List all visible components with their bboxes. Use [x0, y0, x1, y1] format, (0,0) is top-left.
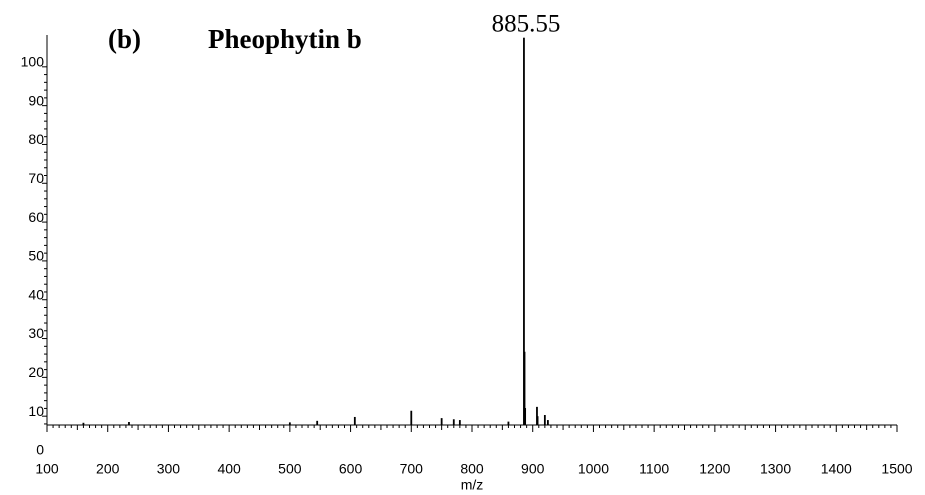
y-tick-label: 40 — [28, 286, 44, 302]
x-tick-label: 1200 — [699, 461, 730, 477]
peak — [128, 422, 130, 425]
x-tick-label: 100 — [35, 461, 59, 477]
y-tick-label: 20 — [28, 364, 44, 380]
x-tick-label: 1100 — [639, 461, 669, 477]
x-tick-label: 900 — [521, 461, 545, 477]
panel-label: (b) — [108, 24, 141, 54]
peak — [440, 418, 443, 425]
peak — [536, 416, 539, 425]
peak — [524, 408, 527, 425]
y-tick-label: 60 — [28, 209, 44, 225]
peak — [353, 416, 356, 425]
x-tick-label: 300 — [157, 461, 181, 477]
peak — [458, 420, 461, 425]
x-tick-label: 500 — [278, 461, 302, 477]
peak — [523, 351, 526, 425]
peak — [523, 37, 525, 426]
y-tick-label: 50 — [28, 248, 44, 264]
x-tick-label: 1000 — [578, 461, 609, 477]
x-tick-label: 400 — [217, 461, 241, 477]
x-axis-label: m/z — [461, 477, 484, 493]
y-tick-label: 10 — [28, 403, 44, 419]
peak — [536, 406, 538, 425]
chart-title: Pheophytin b — [208, 24, 362, 54]
x-tick-label: 1400 — [821, 461, 852, 477]
y-tick-label: 30 — [28, 325, 44, 341]
peak — [507, 421, 510, 425]
x-tick-label: 700 — [400, 461, 424, 477]
peak — [410, 410, 413, 425]
y-tick-label: 80 — [28, 131, 44, 147]
peak — [452, 419, 455, 425]
peak — [316, 420, 319, 425]
x-tick-label: 800 — [460, 461, 484, 477]
peak-annotation: 885.55 — [492, 11, 561, 38]
y-tick-label: 100 — [21, 54, 45, 70]
x-tick-label: 1300 — [760, 461, 791, 477]
x-tick-label: 200 — [96, 461, 120, 477]
y-tick-label: 0 — [36, 442, 44, 458]
peak — [543, 415, 546, 425]
peak — [82, 422, 85, 425]
peak — [288, 422, 291, 425]
x-tick-label: 600 — [339, 461, 363, 477]
y-tick-label: 90 — [28, 92, 44, 108]
x-tick-label: 1500 — [881, 461, 912, 477]
peak — [546, 420, 549, 425]
y-tick-label: 70 — [28, 170, 44, 186]
